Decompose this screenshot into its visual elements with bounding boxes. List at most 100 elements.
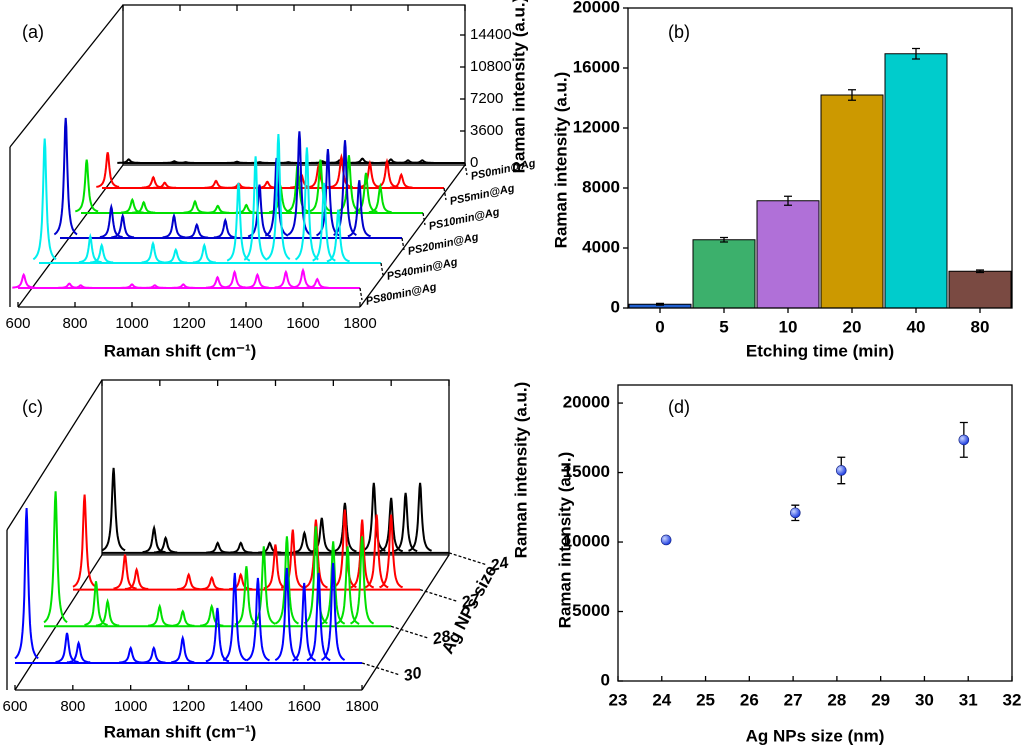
floor-edge [14,554,103,691]
x-tick-label: 20 [843,317,862,336]
y-tick-label: 10800 [470,58,512,75]
spectrum-peak [84,581,108,626]
spectrum-peak [379,514,404,589]
x-tick-label: 5 [719,317,728,336]
spectrum-peak [350,536,375,625]
spectrum-peak [171,609,195,627]
spectrum-peak [96,152,120,188]
spectrum-peak [204,179,228,189]
spectrum-peak [408,482,432,552]
series-label: 27 [459,591,482,612]
x-tick-label: 0 [655,317,664,336]
floor-edge [359,164,466,308]
error-bar [784,195,792,206]
spectrum-peak [183,199,207,214]
spectrum-peak [101,467,126,552]
spectrum-peak [329,152,353,189]
spectrum-peak [99,202,123,239]
spectrum-peak [326,209,350,263]
x-axis-title: Raman shift (cm⁻¹) [104,722,257,741]
spectrum-peak [206,204,230,214]
error-bar [848,89,856,101]
spectrum-peak [368,182,392,214]
spectrum-peak [176,572,201,591]
spectrum-peak [69,284,93,289]
side-edge [9,4,124,148]
y-tick-label: 15000 [563,462,610,481]
spectrum-peak [332,509,357,589]
x-tick-label: 27 [784,690,803,709]
spectrum-peak [113,554,137,590]
spectrum-peak [142,524,166,554]
x-tick-label: 1400 [230,698,263,715]
spectrum-peak [389,172,413,189]
spectrum-peak [74,159,99,213]
spectrum-peak [294,147,319,261]
spectrum-peak [248,161,272,164]
x-tick-label: 40 [907,317,926,336]
spectrum-peak [43,491,68,624]
spectrum-peak [12,272,36,289]
spectrum-peak [174,161,198,164]
point [789,507,801,519]
spectrum-peak [274,536,299,625]
plot-frame [627,7,1013,309]
spectrum-peak [117,158,141,164]
spectrum-peak [171,283,195,289]
spectrum-peak [243,156,268,261]
spectrum-peak [303,519,328,589]
spectrum-peak [141,240,165,264]
spectrum-peak [316,149,340,237]
y-tick-label: 7200 [470,90,503,107]
error-bar [912,47,920,60]
point [958,434,970,446]
spectrum-peak [124,566,149,590]
spectrum-peak [347,180,371,238]
series-tick [401,237,405,251]
x-tick-label: 1400 [229,315,262,332]
spectrum-peak [321,562,346,661]
x-tick-label: 29 [871,690,890,709]
spectrum-peak [303,526,328,625]
error-bar [720,236,728,243]
x-tick-label: 31 [959,690,978,709]
spectrum-peak [111,212,135,239]
y-axis-title: Raman intensity (a.u.) [555,452,574,629]
error-bar [976,269,984,274]
side-edge [6,379,103,531]
x-tick-label: 1600 [286,315,319,332]
x-tick-label: 26 [740,690,759,709]
y-tick-label: 20000 [573,0,620,16]
y-tick-label: 14400 [470,26,512,43]
x-tick-label: 1800 [343,315,376,332]
spectrum-peak [222,572,247,662]
spectrum-peak [72,494,97,588]
y-axis-title: Raman intensity (a.u.) [509,0,528,173]
y-axis-title: Raman intensity (a.u.) [551,72,570,249]
spectrum-peak [153,181,177,189]
spectrum-peak [143,284,167,289]
y-axis-title: Raman intensity (a.u.) [511,382,530,559]
x-tick-label: 10 [779,317,798,336]
spectrum-peak [185,222,209,239]
spectrum-peak [335,546,360,625]
spectrum-peak [78,232,102,264]
x-tick-label: 32 [1003,690,1022,709]
bar [948,270,1012,309]
y-tick-label: 3600 [470,122,503,139]
spectrum-peak [258,541,282,554]
spectrum-peak [162,212,186,239]
spectrum-peak [171,634,195,664]
spectrum-peak [361,482,386,552]
panel-label: (a) [22,22,44,42]
series-label: 24 [488,555,510,576]
x-tick-label: 1200 [172,315,205,332]
series-tick [359,287,363,301]
series-tick [422,212,426,226]
spectrum-peak [95,597,120,627]
x-tick-label: 1000 [115,315,148,332]
x-tick-label: 28 [827,690,846,709]
spectrum-peak [132,200,156,214]
spectrum-peak [53,117,78,236]
series-tick [390,625,430,639]
